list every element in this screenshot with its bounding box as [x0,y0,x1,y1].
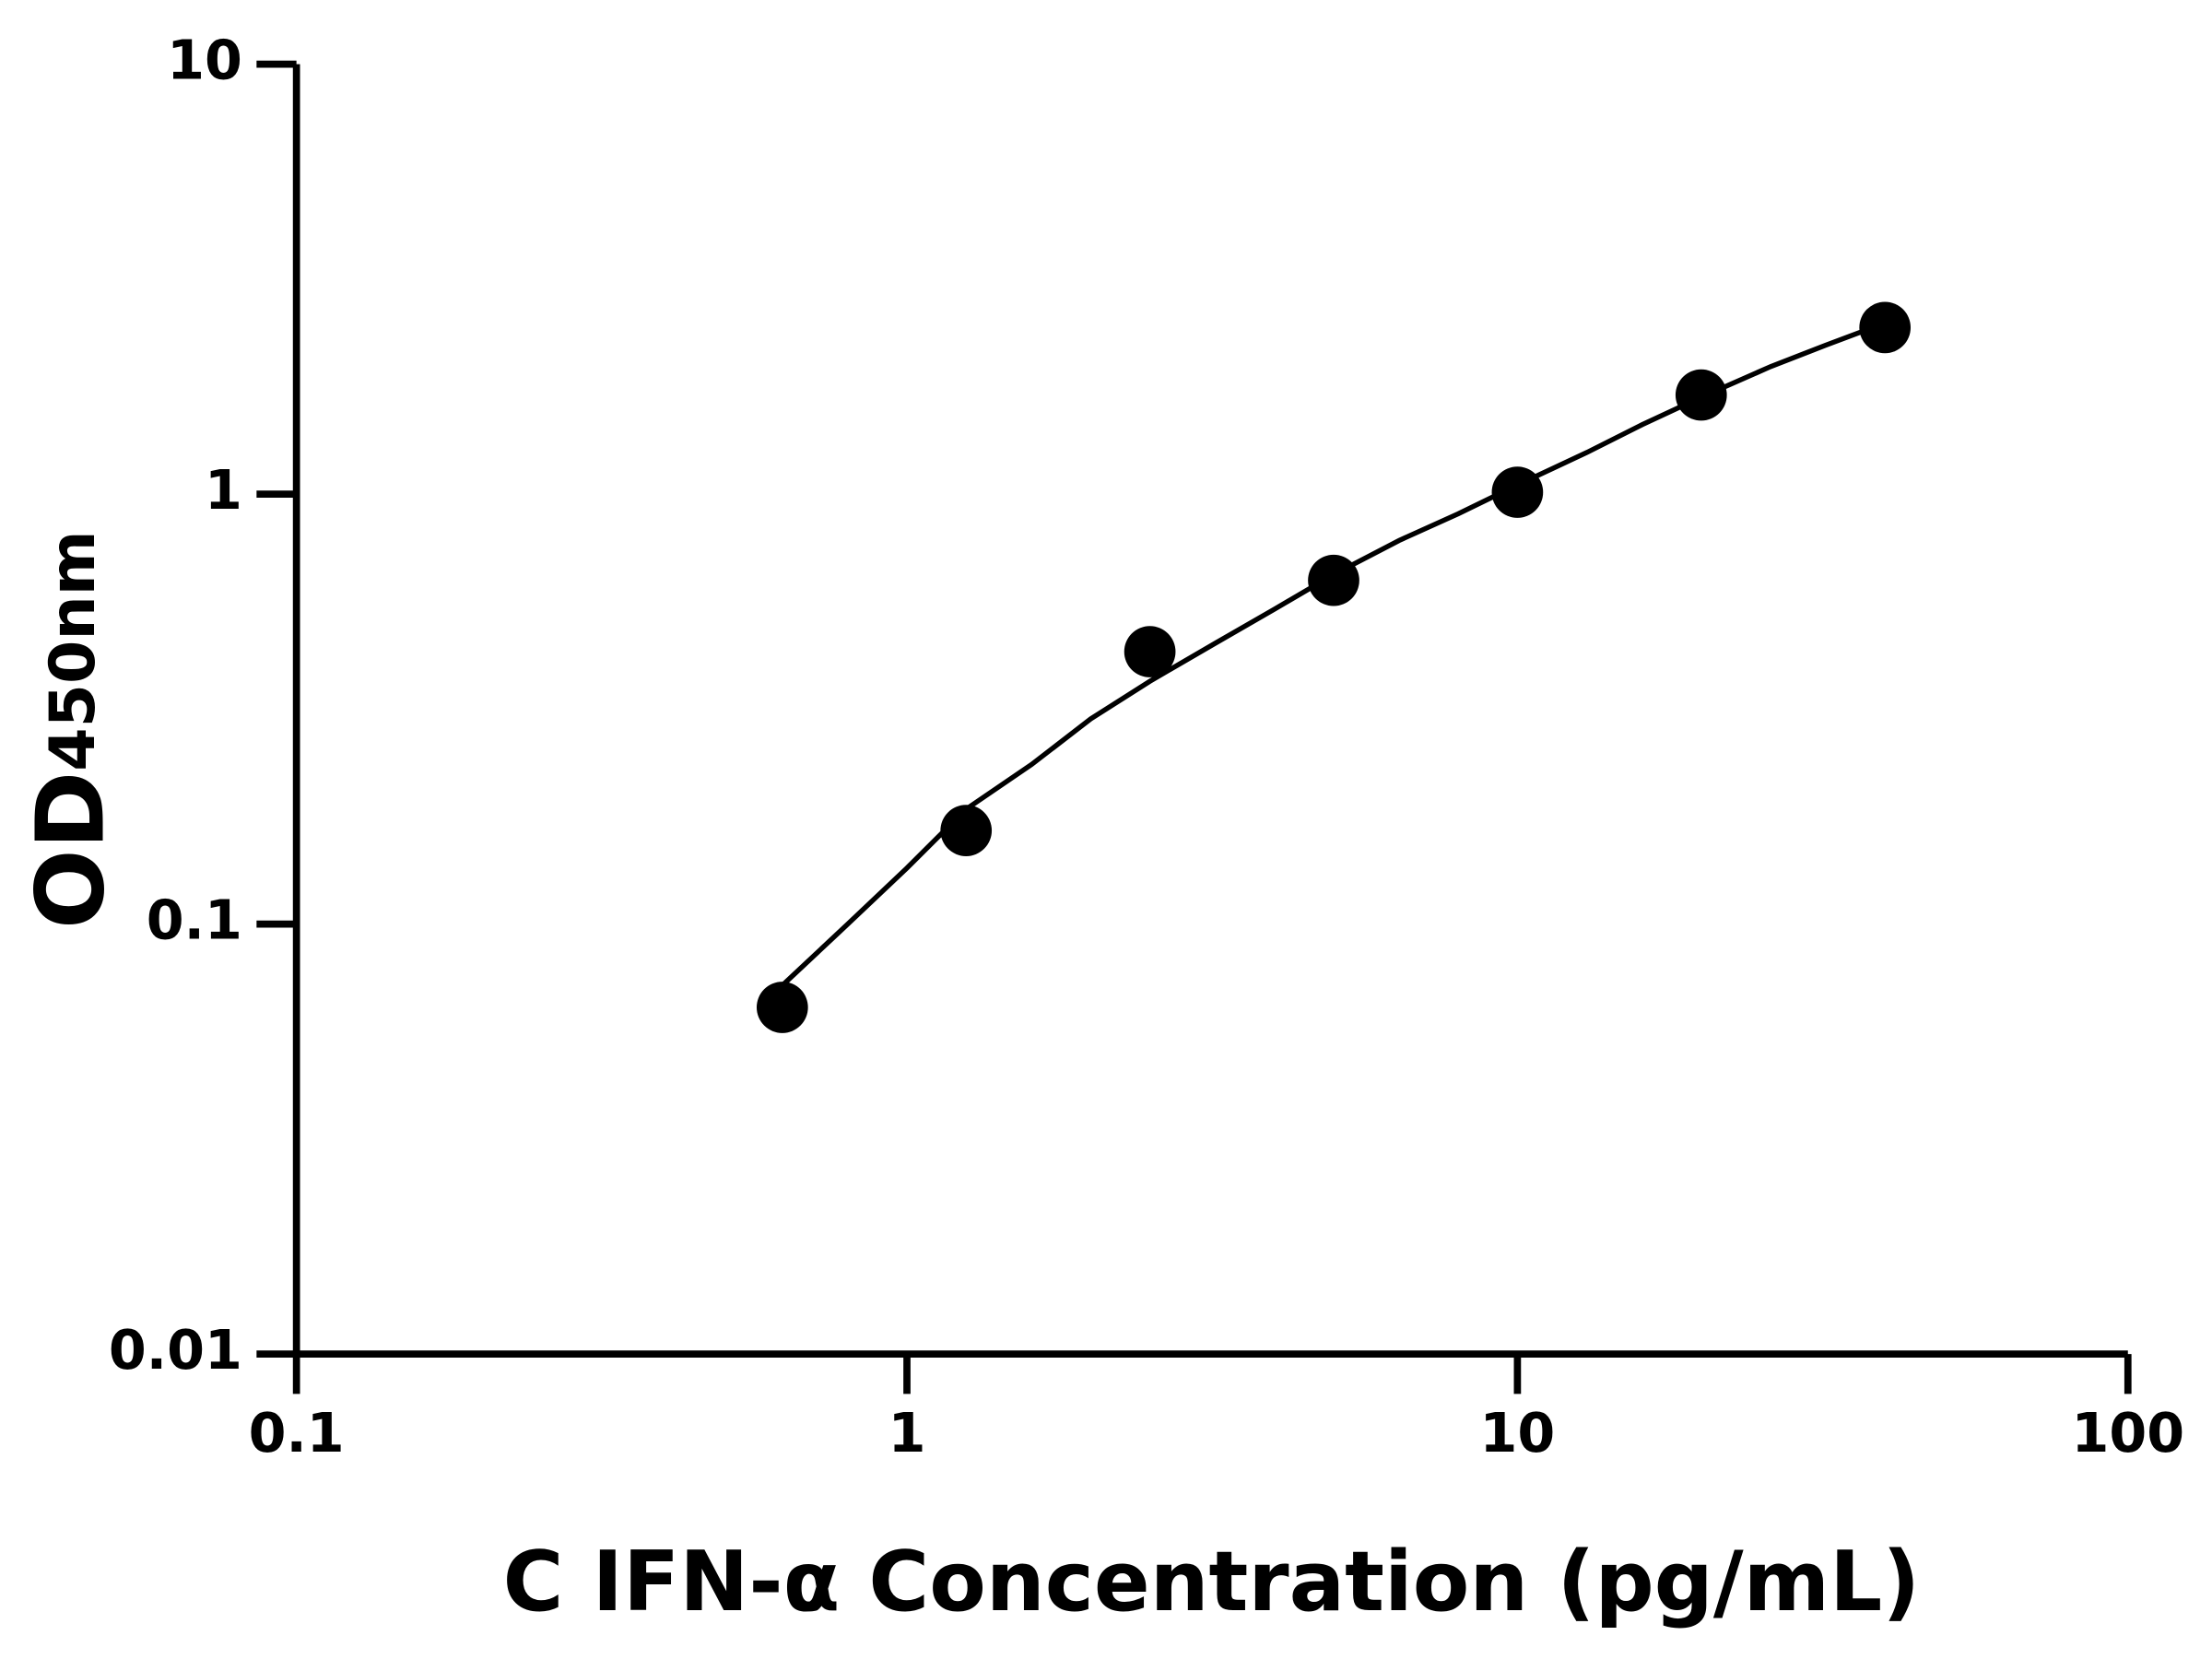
fit-curve [780,320,1887,988]
y-axis-label: OD450nm [16,530,125,929]
y-tick-label: 10 [167,29,242,92]
y-tick-label: 0.01 [109,1318,242,1382]
x-tick-label: 10 [1480,1401,1556,1465]
x-tick-label: 0.1 [249,1401,345,1465]
data-point [1859,301,1912,354]
y-axis-label-main: OD [16,771,125,929]
y-tick-label: 0.1 [147,888,242,952]
x-axis-label: C IFN-α Concentration (pg/mL) [503,1535,1921,1630]
data-point [756,982,808,1033]
x-tick-label: 1 [888,1401,926,1465]
x-tick-label: 100 [2071,1401,2184,1465]
y-tick-label: 1 [205,458,242,522]
data-point [1491,466,1544,518]
data-point [1675,369,1727,421]
data-point [1308,554,1359,606]
y-axis-label-sub: 450nm [37,530,110,771]
data-point [1124,626,1176,677]
data-point [940,805,993,856]
